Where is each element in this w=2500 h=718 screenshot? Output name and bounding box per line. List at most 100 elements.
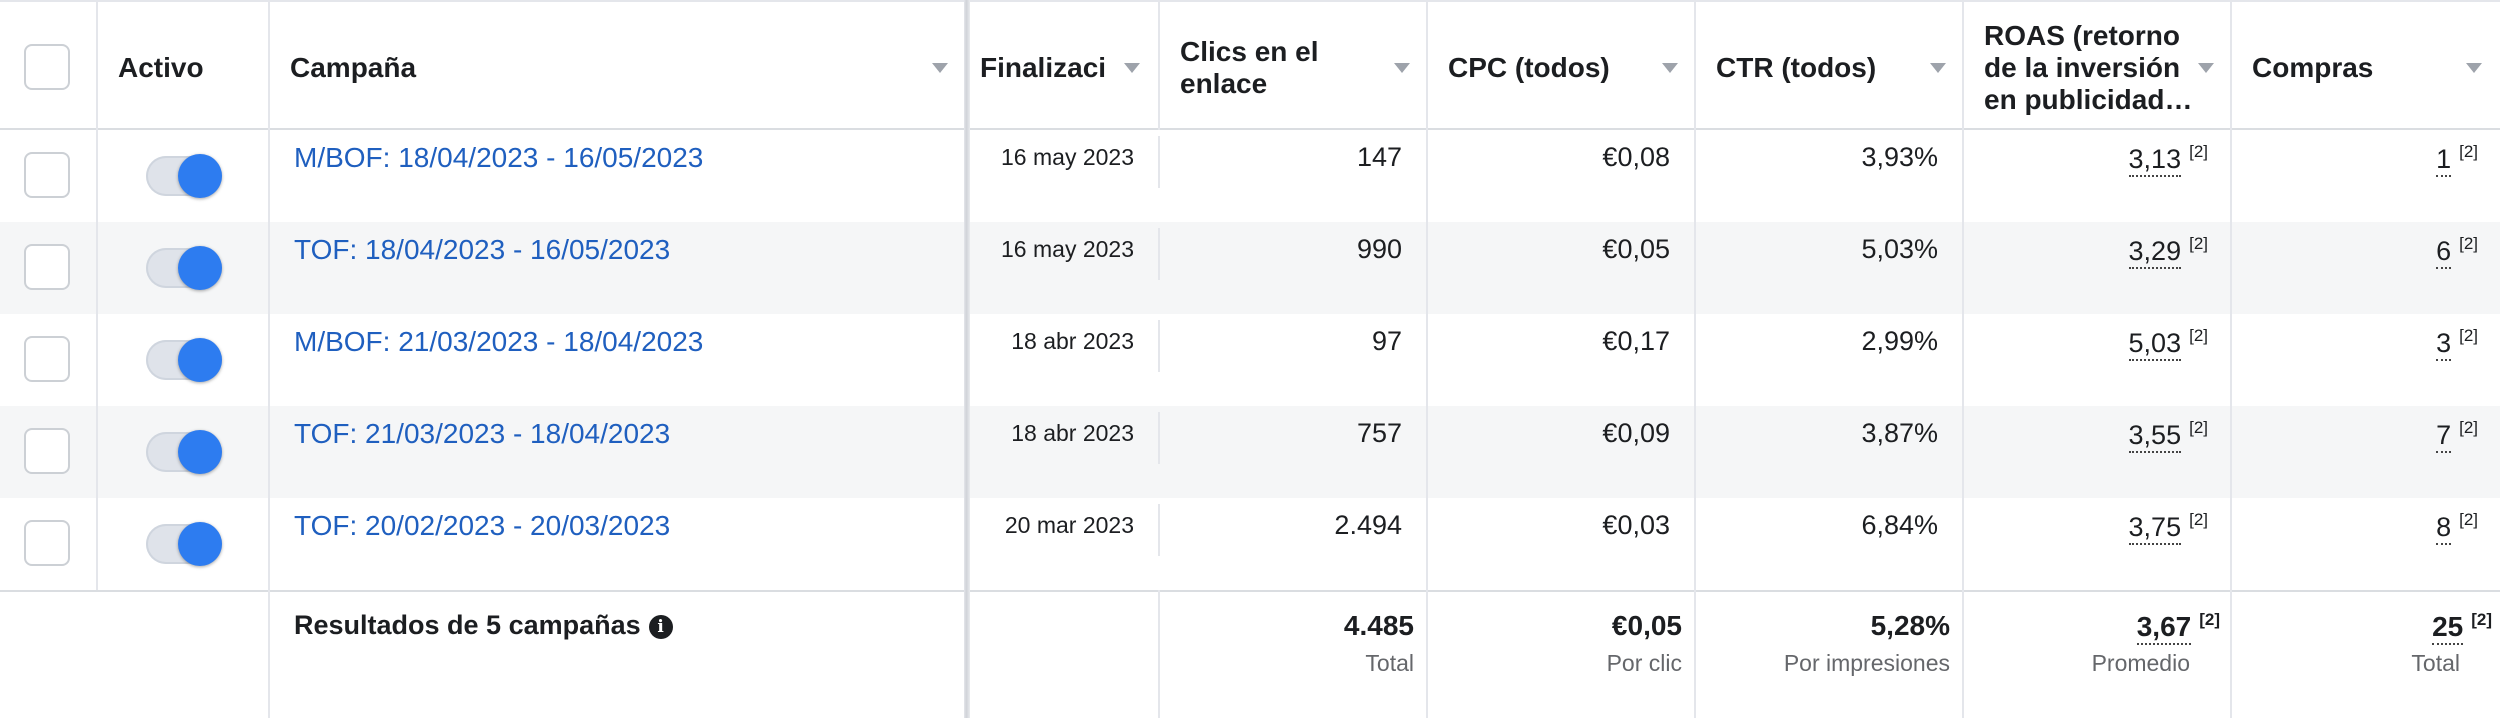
- results-summary: Resultados de 5 campañas i: [294, 610, 673, 641]
- purchases-value: 1 [2]: [2436, 142, 2478, 177]
- roas-number[interactable]: 3,75: [2128, 512, 2182, 545]
- column-divider: [1158, 0, 1160, 130]
- purchases-number[interactable]: 1: [2436, 144, 2452, 177]
- column-header-cpc[interactable]: CPC (todos): [1448, 52, 1610, 83]
- active-toggle[interactable]: [146, 430, 222, 474]
- campaign-name-link[interactable]: M/BOF: 18/04/2023 - 16/05/2023: [294, 142, 704, 173]
- toggle-knob: [178, 430, 222, 474]
- total-roas-footnote: [2]: [2199, 610, 2220, 629]
- active-toggle[interactable]: [146, 246, 222, 290]
- toggle-knob: [178, 154, 222, 198]
- roas-number[interactable]: 5,03: [2128, 328, 2182, 361]
- cpc-value: €0,08: [1602, 142, 1670, 172]
- total-ctr: 5,28%: [1870, 610, 1950, 641]
- column-header-compras[interactable]: Compras: [2252, 52, 2374, 83]
- roas-number[interactable]: 3,29: [2128, 236, 2182, 269]
- purchases-value: 3 [2]: [2436, 326, 2478, 361]
- purchases-number[interactable]: 8: [2436, 512, 2452, 545]
- sort-clics-icon[interactable]: [1394, 63, 1410, 73]
- column-header-roas-line3: en publicidad…: [1984, 84, 2193, 115]
- campaign-name-link[interactable]: M/BOF: 21/03/2023 - 18/04/2023: [294, 326, 704, 357]
- purchases-footnote: [2]: [2459, 142, 2478, 161]
- table-row[interactable]: M/BOF: 21/03/2023 - 18/04/2023 18 abr 20…: [0, 314, 2500, 406]
- column-divider: [1962, 0, 1964, 718]
- roas-number[interactable]: 3,55: [2128, 420, 2182, 453]
- ctr-value: 2,99%: [1861, 326, 1938, 356]
- campaign-name-link[interactable]: TOF: 18/04/2023 - 16/05/2023: [294, 234, 671, 265]
- column-header-roas[interactable]: ROAS (retorno de la inversión en publici…: [1984, 20, 2192, 116]
- total-purchases-number[interactable]: 25: [2432, 611, 2464, 645]
- table-header: Activo Campaña Finalizació Clics en el e…: [0, 0, 2500, 130]
- toggle-knob: [178, 338, 222, 382]
- column-separator: [1158, 320, 1160, 372]
- sort-compras-icon[interactable]: [2466, 63, 2482, 73]
- column-header-clics-line1: Clics en el: [1180, 36, 1319, 67]
- roas-value: 3,29 [2]: [2128, 234, 2208, 269]
- roas-value: 3,55 [2]: [2128, 418, 2208, 453]
- ctr-value: 3,87%: [1861, 418, 1938, 448]
- sort-campana-icon[interactable]: [932, 63, 948, 73]
- cpc-value: €0,03: [1602, 510, 1670, 540]
- roas-footnote: [2]: [2189, 326, 2208, 345]
- sort-cpc-icon[interactable]: [1662, 63, 1678, 73]
- row-checkbox[interactable]: [24, 520, 70, 566]
- frozen-column-divider[interactable]: [964, 0, 970, 718]
- column-divider: [1426, 0, 1428, 718]
- end-date: 18 abr 2023: [1011, 420, 1134, 446]
- column-header-clics[interactable]: Clics en el enlace: [1180, 36, 1319, 100]
- total-purchases-footnote: [2]: [2471, 610, 2492, 629]
- active-toggle[interactable]: [146, 338, 222, 382]
- roas-number[interactable]: 3,13: [2128, 144, 2182, 177]
- total-clicks: 4.485: [1343, 610, 1414, 641]
- row-checkbox[interactable]: [24, 152, 70, 198]
- table-row[interactable]: TOF: 18/04/2023 - 16/05/2023 16 may 2023…: [0, 222, 2500, 314]
- select-all-checkbox[interactable]: [24, 44, 70, 90]
- roas-footnote: [2]: [2189, 142, 2208, 161]
- column-separator: [1158, 228, 1160, 280]
- sort-ctr-icon[interactable]: [1930, 63, 1946, 73]
- active-toggle[interactable]: [146, 522, 222, 566]
- end-date: 16 may 2023: [1001, 236, 1134, 262]
- purchases-footnote: [2]: [2459, 418, 2478, 437]
- column-divider: [268, 0, 270, 718]
- row-checkbox[interactable]: [24, 244, 70, 290]
- sort-roas-icon[interactable]: [2198, 63, 2214, 73]
- results-label: Resultados de 5 campañas: [294, 610, 641, 640]
- active-toggle[interactable]: [146, 154, 222, 198]
- table-row[interactable]: M/BOF: 18/04/2023 - 16/05/2023 16 may 20…: [0, 130, 2500, 222]
- total-roas-number[interactable]: 3,67: [2136, 611, 2192, 645]
- table-row[interactable]: TOF: 21/03/2023 - 18/04/2023 18 abr 2023…: [0, 406, 2500, 498]
- column-divider: [96, 0, 98, 590]
- column-header-finalizacion[interactable]: Finalizació: [980, 52, 1106, 83]
- row-checkbox[interactable]: [24, 336, 70, 382]
- roas-footnote: [2]: [2189, 234, 2208, 253]
- campaign-name-link[interactable]: TOF: 20/02/2023 - 20/03/2023: [294, 510, 671, 541]
- purchases-value: 7 [2]: [2436, 418, 2478, 453]
- roas-footnote: [2]: [2189, 418, 2208, 437]
- purchases-value: 6 [2]: [2436, 234, 2478, 269]
- info-icon[interactable]: i: [648, 615, 673, 639]
- purchases-number[interactable]: 3: [2436, 328, 2452, 361]
- cpc-value: €0,17: [1602, 326, 1670, 356]
- column-header-clics-line2: enlace: [1180, 68, 1268, 99]
- campaign-name-link[interactable]: TOF: 21/03/2023 - 18/04/2023: [294, 418, 671, 449]
- column-header-campana[interactable]: Campaña: [290, 52, 417, 83]
- row-checkbox[interactable]: [24, 428, 70, 474]
- column-header-activo[interactable]: Activo: [118, 52, 204, 83]
- purchases-number[interactable]: 7: [2436, 420, 2452, 453]
- column-header-ctr[interactable]: CTR (todos): [1716, 52, 1877, 83]
- ctr-value: 5,03%: [1861, 234, 1938, 264]
- purchases-number[interactable]: 6: [2436, 236, 2452, 269]
- table-row[interactable]: TOF: 20/02/2023 - 20/03/2023 20 mar 2023…: [0, 498, 2500, 590]
- cpc-value: €0,09: [1602, 418, 1670, 448]
- column-separator: [1158, 412, 1160, 464]
- clicks-value: 757: [1356, 418, 1402, 448]
- toggle-knob: [178, 522, 222, 566]
- sort-finalizacion-icon[interactable]: [1124, 63, 1140, 73]
- table-footer: Resultados de 5 campañas i 4.485 Total €0…: [0, 590, 2500, 718]
- column-divider: [1158, 590, 1160, 718]
- total-roas-sub: Promedio: [2091, 650, 2190, 676]
- end-date: 16 may 2023: [1001, 144, 1134, 170]
- purchases-footnote: [2]: [2459, 510, 2478, 529]
